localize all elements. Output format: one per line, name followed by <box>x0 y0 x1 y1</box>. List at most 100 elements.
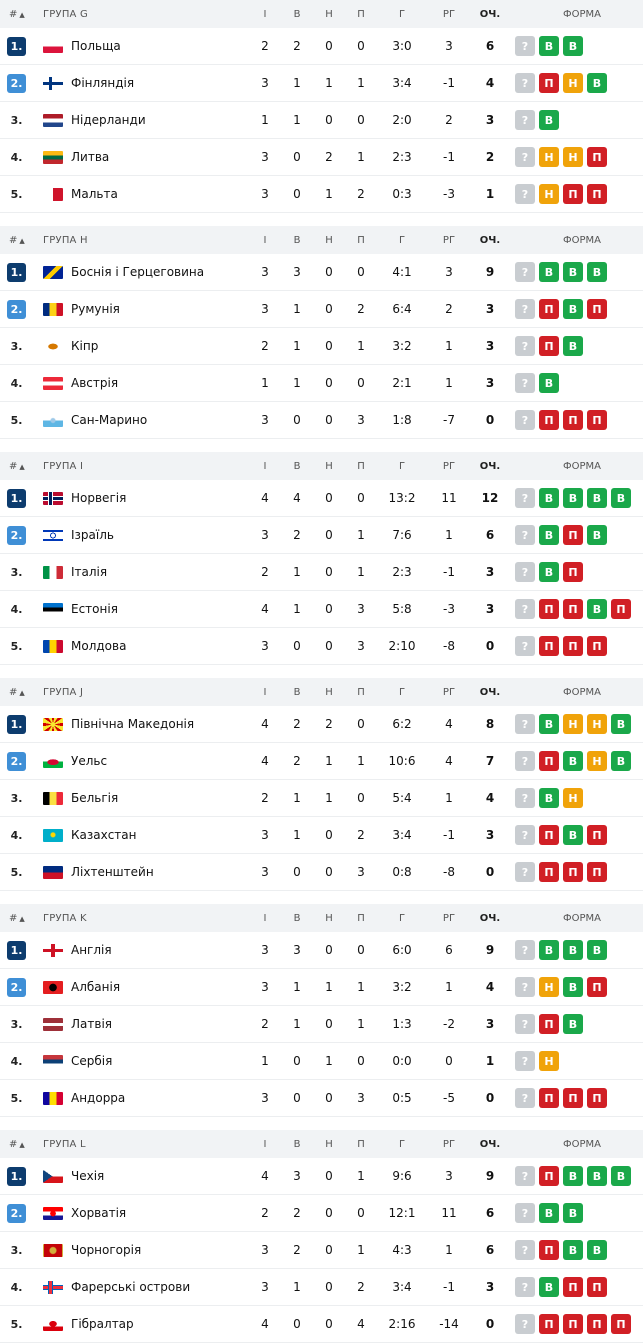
loss-badge[interactable]: П <box>539 599 559 619</box>
win-badge[interactable]: В <box>563 825 583 845</box>
draws-header[interactable]: Н <box>325 1138 333 1150</box>
loss-badge[interactable]: П <box>563 562 583 582</box>
next-match-badge[interactable]: ? <box>515 184 535 204</box>
loss-badge[interactable]: П <box>563 1088 583 1108</box>
table-row[interactable]: 2. Уельс 4 2 1 1 10:6 4 7? П В Н В <box>0 743 643 780</box>
played-header[interactable]: І <box>263 912 267 924</box>
next-match-badge[interactable]: ? <box>515 73 535 93</box>
table-row[interactable]: 3. Чорногорія 3 2 0 1 4:3 1 6? П В В <box>0 1232 643 1269</box>
loss-badge[interactable]: П <box>587 1277 607 1297</box>
loss-badge[interactable]: П <box>611 1314 631 1334</box>
table-row[interactable]: 4. Казахстан 3 1 0 2 3:4 -1 3? П В П <box>0 817 643 854</box>
next-match-badge[interactable]: ? <box>515 336 535 356</box>
next-match-badge[interactable]: ? <box>515 525 535 545</box>
rank-sort-header[interactable]: # ▲ <box>9 460 25 472</box>
loss-badge[interactable]: П <box>587 862 607 882</box>
draw-badge[interactable]: Н <box>563 788 583 808</box>
team-name[interactable]: Румунія <box>71 302 120 316</box>
next-match-badge[interactable]: ? <box>515 1240 535 1260</box>
team-name[interactable]: Фінляндія <box>71 76 135 90</box>
team-name[interactable]: Ізраїль <box>71 528 114 542</box>
goal-diff-header[interactable]: РГ <box>442 912 456 924</box>
draw-badge[interactable]: Н <box>539 977 559 997</box>
next-match-badge[interactable]: ? <box>515 262 535 282</box>
loss-badge[interactable]: П <box>563 184 583 204</box>
next-match-badge[interactable]: ? <box>515 410 535 430</box>
draws-header[interactable]: Н <box>325 460 333 472</box>
loss-badge[interactable]: П <box>587 636 607 656</box>
win-badge[interactable]: В <box>539 488 559 508</box>
win-badge[interactable]: В <box>611 488 631 508</box>
table-row[interactable]: 5. Сан-Марино 3 0 0 3 1:8 -7 0? П П П <box>0 402 643 439</box>
win-badge[interactable]: В <box>563 262 583 282</box>
win-badge[interactable]: В <box>587 1240 607 1260</box>
win-badge[interactable]: В <box>539 1277 559 1297</box>
wins-header[interactable]: В <box>293 234 301 246</box>
team-name[interactable]: Албанія <box>71 980 121 994</box>
team-name[interactable]: Англія <box>71 943 112 957</box>
win-badge[interactable]: В <box>611 714 631 734</box>
table-row[interactable]: 1. Чехія 4 3 0 1 9:6 3 9? П В В В <box>0 1158 643 1195</box>
win-badge[interactable]: В <box>539 940 559 960</box>
played-header[interactable]: І <box>263 686 267 698</box>
next-match-badge[interactable]: ? <box>515 1166 535 1186</box>
wins-header[interactable]: В <box>293 460 301 472</box>
win-badge[interactable]: В <box>563 1203 583 1223</box>
win-badge[interactable]: В <box>539 562 559 582</box>
table-row[interactable]: 3. Італія 2 1 0 1 2:3 -1 3? В П <box>0 554 643 591</box>
team-name[interactable]: Польща <box>71 39 121 53</box>
next-match-badge[interactable]: ? <box>515 299 535 319</box>
win-badge[interactable]: В <box>587 940 607 960</box>
win-badge[interactable]: В <box>563 336 583 356</box>
team-name[interactable]: Ліхтенштейн <box>71 865 154 879</box>
goal-diff-header[interactable]: РГ <box>442 460 456 472</box>
next-match-badge[interactable]: ? <box>515 788 535 808</box>
next-match-badge[interactable]: ? <box>515 599 535 619</box>
team-name[interactable]: Андорра <box>71 1091 126 1105</box>
goal-diff-header[interactable]: РГ <box>442 1138 456 1150</box>
table-row[interactable]: 3. Латвія 2 1 0 1 1:3 -2 3? П В <box>0 1006 643 1043</box>
win-badge[interactable]: В <box>563 1166 583 1186</box>
goals-header[interactable]: Г <box>398 8 406 20</box>
table-row[interactable]: 1. Норвегія 4 4 0 0 13:2 11 12? В В В В <box>0 480 643 517</box>
loss-badge[interactable]: П <box>563 410 583 430</box>
win-badge[interactable]: В <box>539 1203 559 1223</box>
next-match-badge[interactable]: ? <box>515 36 535 56</box>
next-match-badge[interactable]: ? <box>515 636 535 656</box>
win-badge[interactable]: В <box>539 110 559 130</box>
win-badge[interactable]: В <box>539 714 559 734</box>
team-name[interactable]: Італія <box>71 565 108 579</box>
goals-header[interactable]: Г <box>398 1138 406 1150</box>
rank-sort-header[interactable]: # ▲ <box>9 686 25 698</box>
win-badge[interactable]: В <box>563 751 583 771</box>
next-match-badge[interactable]: ? <box>515 562 535 582</box>
points-header[interactable]: ОЧ. <box>479 1138 501 1150</box>
table-row[interactable]: 4. Сербія 1 0 1 0 0:0 0 1? Н <box>0 1043 643 1080</box>
loss-badge[interactable]: П <box>611 599 631 619</box>
team-name[interactable]: Фарерські острови <box>71 1280 191 1294</box>
team-name[interactable]: Австрія <box>71 376 119 390</box>
next-match-badge[interactable]: ? <box>515 1277 535 1297</box>
next-match-badge[interactable]: ? <box>515 373 535 393</box>
loss-badge[interactable]: П <box>539 751 559 771</box>
team-name[interactable]: Чорногорія <box>71 1243 142 1257</box>
table-row[interactable]: 1. Північна Македонія 4 2 2 0 6:2 4 8? В Н Н В <box>0 706 643 743</box>
team-name[interactable]: Бельгія <box>71 791 119 805</box>
win-badge[interactable]: В <box>563 36 583 56</box>
win-badge[interactable]: В <box>587 599 607 619</box>
next-match-badge[interactable]: ? <box>515 1203 535 1223</box>
losses-header[interactable]: П <box>357 686 365 698</box>
wins-header[interactable]: В <box>293 686 301 698</box>
win-badge[interactable]: В <box>539 788 559 808</box>
table-row[interactable]: 2. Румунія 3 1 0 2 6:4 2 3? П В П <box>0 291 643 328</box>
points-header[interactable]: ОЧ. <box>479 912 501 924</box>
loss-badge[interactable]: П <box>587 1314 607 1334</box>
loss-badge[interactable]: П <box>587 147 607 167</box>
losses-header[interactable]: П <box>357 8 365 20</box>
win-badge[interactable]: В <box>539 262 559 282</box>
team-name[interactable]: Естонія <box>71 602 118 616</box>
team-name[interactable]: Казахстан <box>71 828 137 842</box>
loss-badge[interactable]: П <box>539 73 559 93</box>
goals-header[interactable]: Г <box>398 912 406 924</box>
table-row[interactable]: 2. Ізраїль 3 2 0 1 7:6 1 6? В П В <box>0 517 643 554</box>
